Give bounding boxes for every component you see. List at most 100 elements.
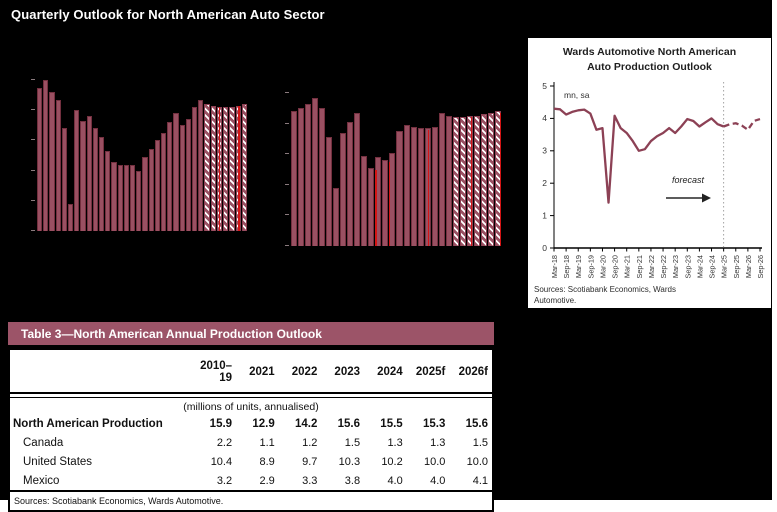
table-column-header: 2023 (334, 366, 361, 378)
bar (298, 108, 305, 246)
y-axis-tick (31, 230, 35, 231)
table-row-label: United States (23, 455, 93, 468)
y-axis-tick (31, 109, 35, 111)
bar (68, 203, 74, 231)
x-axis-label: Mar-19 (574, 255, 583, 278)
x-axis-label: Sep-18 (562, 255, 571, 279)
table-cell-value: 15.6 (337, 417, 361, 430)
bar (410, 126, 417, 246)
table-row-label: North American Production (13, 417, 163, 430)
bar (389, 152, 396, 246)
bar (326, 137, 333, 246)
table-cell-value: 3.8 (344, 474, 361, 487)
x-axis-label: Mar-25 (720, 255, 729, 278)
bar (382, 160, 389, 246)
bar (403, 125, 410, 246)
forecast-bar (241, 104, 247, 231)
bar (80, 120, 86, 231)
table-cell-value: 9.7 (302, 455, 318, 468)
bar (142, 157, 148, 231)
table-cell-value: 10.3 (338, 455, 361, 468)
table-column-header: 2021 (249, 366, 275, 378)
table-cell-value: 2.2 (216, 436, 233, 449)
table-header-row: 2010–19 2021 2022 2023 2024 2025f 2026f (10, 350, 492, 392)
bar (37, 87, 43, 231)
table-cell-value: 12.9 (252, 417, 275, 430)
y-axis-label: 4 (542, 113, 547, 123)
forecast-arrow-head (702, 193, 711, 203)
x-axis-label: Mar-22 (647, 255, 656, 278)
table-cell-value: 4.0 (387, 474, 403, 487)
forecast-bar (210, 105, 216, 231)
table-cell-value: 4.0 (430, 474, 446, 487)
table-cell-value: 3.2 (216, 474, 233, 487)
y-axis-tick (285, 245, 289, 246)
y-axis-tick (31, 199, 35, 201)
red-marker-line (238, 105, 240, 231)
bar (179, 125, 185, 231)
bar (43, 80, 49, 231)
bar (49, 92, 55, 231)
table-cell-value: 15.9 (209, 417, 233, 430)
bar (117, 164, 123, 231)
bar (312, 97, 319, 246)
table-cell-value: 1.3 (430, 436, 446, 449)
section-banner: Quarterly Outlook for North American Aut… (0, 2, 766, 27)
bar (86, 116, 92, 231)
bar (55, 99, 61, 231)
quarterly-production-bar-chart-left (31, 79, 247, 231)
red-marker-line (218, 107, 221, 231)
bar (445, 115, 452, 246)
x-axis-label: Mar-20 (598, 255, 607, 278)
forecast-bar (480, 114, 487, 246)
bar (123, 164, 130, 231)
bar (361, 155, 368, 246)
table-cell-value: 10.0 (466, 455, 489, 468)
y-axis-tick (31, 79, 35, 80)
table-cell-value: 10.2 (381, 455, 403, 468)
bar (61, 128, 68, 231)
y-axis-label: 5 (542, 81, 547, 91)
x-axis-label: Sep-26 (756, 255, 765, 279)
table-cell-value: 15.3 (422, 417, 446, 430)
unit-label: mn, sa (564, 90, 590, 100)
table-cell-value: 15.6 (465, 417, 488, 430)
bar (111, 161, 117, 231)
bar (340, 132, 347, 246)
table-cell-value: 1.2 (302, 436, 318, 449)
table-cell-value: 1.3 (387, 436, 403, 449)
bar (291, 111, 298, 246)
bar (154, 140, 161, 231)
bar (99, 137, 105, 231)
bar (396, 131, 403, 246)
table-title: Table 3—North American Annual Production… (21, 326, 322, 341)
y-axis-tick (285, 122, 289, 124)
bar (74, 110, 80, 231)
table-cell-value: 15.5 (380, 417, 403, 430)
table-column-header: 2025f (415, 366, 446, 378)
table-cell-value: 8.9 (259, 455, 275, 468)
table-cell-value: 3.3 (302, 474, 318, 487)
x-axis-label: Sep-22 (659, 255, 668, 279)
production-outlook-table: Table 3—North American Annual Production… (8, 322, 494, 512)
red-marker-line (375, 169, 377, 246)
bar (354, 112, 361, 246)
bar (198, 99, 204, 231)
red-marker-line (470, 117, 473, 246)
bar (319, 108, 326, 246)
table-sources: Sources: Scotiabank Economics, Wards Aut… (14, 496, 224, 506)
red-marker-line (388, 161, 391, 246)
x-axis-label: Mar-24 (695, 255, 704, 278)
table-cell-value: 10.0 (423, 455, 446, 468)
table-title-band: Table 3—North American Annual Production… (8, 322, 494, 345)
table-cell-value: 2.9 (259, 474, 275, 487)
y-axis-tick (285, 153, 289, 155)
x-axis-label: Mar-23 (671, 255, 680, 278)
bar (438, 112, 445, 246)
table-column-header: 2026f (458, 366, 488, 378)
y-axis-label: 1 (542, 210, 547, 220)
table-row-label: Mexico (23, 474, 60, 487)
table-column-header: 2022 (291, 366, 318, 378)
table-cell-value: 1.5 (472, 436, 489, 449)
